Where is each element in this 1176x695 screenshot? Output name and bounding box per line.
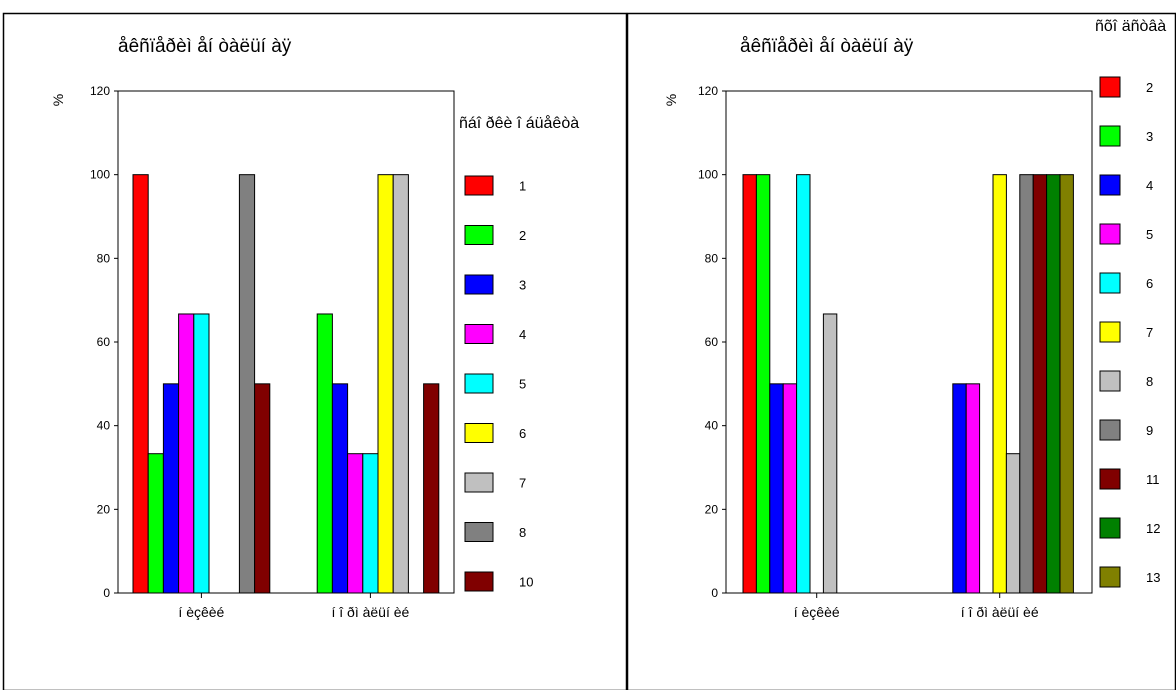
bar-series-7 <box>992 174 1007 594</box>
bar-series-9 <box>1019 174 1034 594</box>
bar-series-5 <box>782 383 798 594</box>
legend-label: 6 <box>1146 276 1153 291</box>
x-tick-label: í î ðì àëüí èé <box>961 604 1039 620</box>
y-tick-label: 40 <box>97 419 111 433</box>
legend-label: 9 <box>1146 423 1153 438</box>
y-tick-label: 100 <box>90 168 110 182</box>
bar-series-10 <box>254 383 271 594</box>
chart-panel-frame-2 <box>626 12 1176 692</box>
y-axis-label: % <box>50 94 66 106</box>
x-tick-label: í î ðì àëüí èé <box>331 604 409 620</box>
legend-swatch-10 <box>464 571 494 592</box>
bar-series-11 <box>1032 174 1048 594</box>
legend-swatch-1 <box>464 175 494 196</box>
bar-series-5 <box>362 453 379 594</box>
legend-label: 11 <box>1146 472 1160 487</box>
legend-swatch-5 <box>1099 223 1121 245</box>
y-axis-label: % <box>663 94 679 106</box>
chart-title: åêñïåðèì åí òàëüí àÿ <box>740 36 914 57</box>
legend-label: 2 <box>1146 80 1153 95</box>
legend-swatch-7 <box>464 472 494 493</box>
bar-series-5 <box>193 313 210 594</box>
bar-series-4 <box>769 383 784 594</box>
legend-swatch-2 <box>1099 76 1121 98</box>
bar-series-10 <box>423 383 440 594</box>
bar-series-12 <box>1046 174 1061 594</box>
bar-series-3 <box>755 174 771 594</box>
y-tick-label: 120 <box>698 84 718 98</box>
legend-swatch-11 <box>1099 468 1121 490</box>
legend-swatch-6 <box>464 423 494 443</box>
y-tick-label: 60 <box>97 335 111 349</box>
bar-series-6 <box>796 174 811 594</box>
legend-swatch-3 <box>464 274 494 295</box>
legend-swatch-5 <box>464 373 494 394</box>
y-tick-label: 100 <box>698 168 718 182</box>
legend-label: 3 <box>519 278 526 293</box>
bar-series-7 <box>392 174 409 594</box>
legend-label: 3 <box>1146 129 1153 144</box>
y-tick-label: 80 <box>705 251 719 265</box>
legend-label: 8 <box>1146 374 1153 389</box>
legend-swatch-3 <box>1099 125 1121 147</box>
legend-title: ñõî äñòâà <box>1095 18 1166 35</box>
y-tick-label: 20 <box>97 502 111 516</box>
bar-series-3 <box>331 383 349 594</box>
legend-swatch-4 <box>1099 174 1121 196</box>
legend-label: 12 <box>1146 521 1160 536</box>
bar-series-4 <box>952 383 967 594</box>
legend-label: 4 <box>1146 178 1153 193</box>
bar-series-1 <box>132 174 149 594</box>
x-tick-label: í èçêèé <box>794 604 840 620</box>
legend-label: 2 <box>519 228 526 243</box>
bar-series-8 <box>822 313 838 594</box>
legend-swatch-8 <box>1099 370 1121 392</box>
bar-series-8 <box>1005 453 1021 594</box>
y-tick-label: 80 <box>97 251 111 265</box>
y-tick-label: 120 <box>90 84 110 98</box>
legend-swatch-9 <box>1099 419 1121 441</box>
legend-swatch-2 <box>464 225 494 245</box>
bar-series-8 <box>238 174 256 594</box>
bar-series-2 <box>316 313 333 594</box>
bar-series-2 <box>147 453 164 594</box>
legend-swatch-8 <box>464 522 494 542</box>
y-tick-label: 0 <box>711 586 718 600</box>
legend-swatch-13 <box>1099 566 1121 588</box>
legend-label: 13 <box>1146 570 1160 585</box>
legend-label: 5 <box>519 377 526 392</box>
legend-label: 7 <box>1146 325 1153 340</box>
y-tick-label: 60 <box>705 335 719 349</box>
bar-series-3 <box>162 383 180 594</box>
chart-title: åêñïåðèì åí òàëüí àÿ <box>118 36 292 57</box>
legend-label: 10 <box>519 575 533 590</box>
y-tick-label: 40 <box>705 419 719 433</box>
legend-swatch-4 <box>464 324 494 344</box>
legend-label: 1 <box>519 179 526 194</box>
bar-series-4 <box>178 313 195 594</box>
bar-series-2 <box>742 174 757 594</box>
legend-label: 6 <box>519 426 526 441</box>
legend-swatch-12 <box>1099 517 1121 539</box>
bar-series-5 <box>965 383 981 594</box>
bar-series-13 <box>1059 174 1074 594</box>
legend-swatch-6 <box>1099 272 1121 294</box>
legend-label: 5 <box>1146 227 1153 242</box>
legend-title: ñáî ðêè î áüåêòà <box>459 114 579 132</box>
legend-label: 7 <box>519 476 526 491</box>
bar-series-6 <box>377 174 394 594</box>
x-tick-label: í èçêèé <box>178 604 224 620</box>
legend-swatch-7 <box>1099 321 1121 343</box>
y-tick-label: 20 <box>705 502 719 516</box>
y-tick-label: 0 <box>103 586 110 600</box>
legend-label: 4 <box>519 327 526 342</box>
bar-series-4 <box>347 453 364 594</box>
legend-label: 8 <box>519 525 526 540</box>
